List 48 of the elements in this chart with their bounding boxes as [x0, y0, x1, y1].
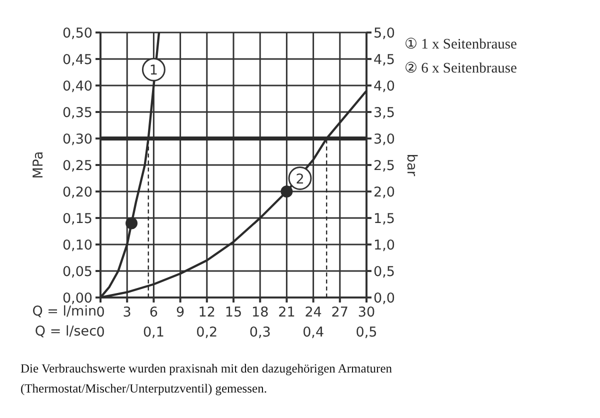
y-tick-label: 0,25	[62, 158, 93, 174]
y2-tick-label: 1,0	[374, 238, 395, 254]
y2-tick-label: 0,5	[374, 264, 395, 280]
y2-tick-label: 1,5	[374, 211, 395, 227]
y-tick-label: 0,40	[62, 78, 93, 94]
x2-tick-label: 0,3	[249, 324, 271, 340]
x-tick-label: 24	[304, 304, 322, 320]
x-tick-label: 15	[224, 304, 242, 320]
y2-axis-title: bar	[404, 154, 420, 177]
x-tick-label: 3	[122, 304, 132, 320]
y2-tick-label: 4,5	[374, 52, 395, 68]
text: ① 1 x Seitenbrause	[404, 36, 517, 52]
y2-tick-label: 2,0	[374, 184, 395, 200]
x2-tick-label: 0	[96, 324, 105, 340]
x-tick-label: 18	[252, 304, 269, 320]
x-tick-label: 30	[358, 304, 376, 320]
y2-tick-label: 3,0	[374, 132, 395, 148]
x-tick-label: 21	[278, 304, 296, 320]
y-tick-label: 0,35	[62, 105, 93, 121]
y-tick-label: 0,20	[62, 184, 93, 200]
text: ② 6 x Seitenbrause	[404, 60, 517, 76]
x2-tick-label: 0,5	[356, 324, 378, 340]
y-tick-label: 0,30	[62, 132, 93, 148]
y-tick-label: 0,15	[62, 211, 93, 227]
text: Die Verbrauchswerte wurden praxisnah mit den dazugehörigen Armaturen (Thermostat/Mischer/Unterputzventil) gemessen.	[20, 362, 393, 396]
annotation: 1	[149, 62, 158, 79]
y2-tick-label: 2,5	[374, 158, 395, 174]
x2-tick-label: 0,4	[302, 324, 324, 340]
x-axis-title: Q = l/min	[32, 304, 97, 320]
x2-tick-label: 0,2	[196, 324, 218, 340]
y-tick-label: 0,10	[62, 238, 93, 254]
y2-tick-label: 0,0	[374, 290, 395, 306]
x-tick-label: 6	[149, 304, 158, 320]
y-tick-label: 0,50	[62, 26, 93, 42]
y2-tick-label: 3,5	[374, 105, 395, 121]
x-tick-label: 9	[176, 304, 185, 320]
x-tick-label: 27	[331, 304, 348, 320]
y2-tick-label: 5,0	[374, 26, 395, 42]
y2-tick-label: 4,0	[374, 78, 395, 94]
x-tick-label: 0	[96, 304, 105, 320]
y-tick-label: 0,00	[62, 290, 93, 306]
annotation: 2	[296, 171, 304, 188]
y-tick-label: 0,05	[62, 264, 93, 280]
x-tick-label: 12	[198, 304, 216, 320]
x2-axis-title: Q = l/sec	[34, 324, 97, 340]
y-tick-label: 0,45	[62, 52, 93, 68]
y-axis-title: MPa	[30, 151, 46, 179]
x2-tick-label: 0,1	[142, 324, 164, 340]
